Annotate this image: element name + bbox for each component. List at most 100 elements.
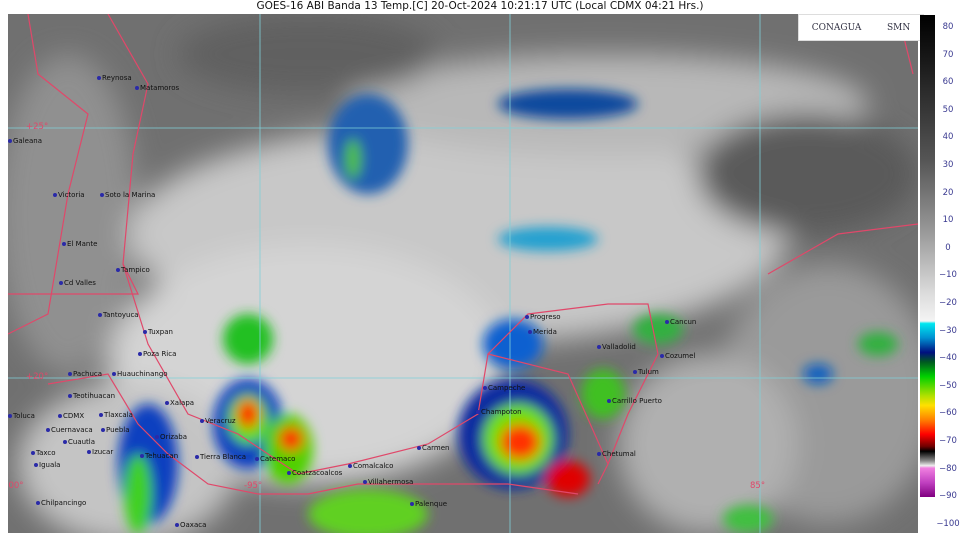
colorbar-tick: 30 bbox=[942, 160, 954, 170]
colorbar-tick: −40 bbox=[939, 353, 957, 364]
city-name: Champoton bbox=[481, 408, 522, 416]
city-label: El Mante bbox=[62, 240, 97, 248]
city-name: Soto la Marina bbox=[105, 191, 156, 199]
city-name: Campeche bbox=[488, 384, 526, 392]
city-label: CDMX bbox=[58, 412, 84, 420]
city-dot-icon bbox=[200, 419, 204, 423]
city-name: Reynosa bbox=[102, 74, 132, 82]
political-borders bbox=[8, 14, 918, 495]
city-dot-icon bbox=[135, 86, 139, 90]
city-label: Iguala bbox=[34, 461, 60, 469]
city-dot-icon bbox=[287, 471, 291, 475]
city-name: Huauchinango bbox=[117, 370, 168, 378]
city-label: Campeche bbox=[483, 384, 525, 392]
conagua-logo: CONAGUA bbox=[811, 22, 862, 33]
city-name: Cancun bbox=[670, 318, 697, 326]
city-label: Orizaba bbox=[155, 433, 187, 441]
city-name: El Mante bbox=[67, 240, 98, 248]
city-name: Izucar bbox=[92, 448, 114, 456]
city-dot-icon bbox=[36, 501, 40, 505]
cloud-imagery bbox=[8, 14, 918, 533]
city-name: Toluca bbox=[13, 412, 35, 420]
city-label: Tampico bbox=[116, 266, 150, 274]
satellite-map: +25° +20° -100° -95° 85° Reynosa Matamoro… bbox=[8, 14, 918, 533]
city-dot-icon bbox=[175, 523, 179, 527]
city-dot-icon bbox=[195, 455, 199, 459]
lon-label-95: -95° bbox=[244, 481, 263, 491]
colorbar-tick: −60 bbox=[939, 408, 957, 419]
city-name: Galeana bbox=[13, 137, 42, 145]
city-name: Tulum bbox=[638, 368, 659, 376]
colorbar-tick: −100 bbox=[936, 518, 960, 529]
city-label: Merida bbox=[528, 328, 557, 336]
logo-banner: CONAGUA SMN bbox=[798, 14, 924, 41]
city-label: Pachuca bbox=[68, 370, 102, 378]
city-label: Carrillo Puerto bbox=[607, 397, 662, 405]
city-dot-icon bbox=[597, 345, 601, 349]
city-label: Izucar bbox=[87, 448, 113, 456]
gray-cloud-field bbox=[8, 14, 918, 533]
city-name: Tehuacan bbox=[145, 452, 179, 460]
colorbar-tick: 10 bbox=[942, 215, 954, 226]
colorbar-tick: −30 bbox=[939, 325, 957, 336]
city-name: Palenque bbox=[415, 500, 448, 508]
city-name: Xalapa bbox=[170, 399, 195, 407]
city-name: Poza Rica bbox=[143, 350, 177, 358]
city-name: Villahermosa bbox=[368, 478, 414, 486]
city-dot-icon bbox=[597, 452, 601, 456]
city-dot-icon bbox=[483, 386, 487, 390]
city-dot-icon bbox=[101, 428, 105, 432]
city-name: CDMX bbox=[63, 412, 85, 420]
city-dot-icon bbox=[8, 414, 12, 418]
city-dot-icon bbox=[62, 242, 66, 246]
city-name: Orizaba bbox=[160, 433, 188, 441]
lat-label-20: +20° bbox=[26, 372, 49, 382]
city-dot-icon bbox=[34, 463, 38, 467]
city-name: Tantoyuca bbox=[103, 311, 139, 319]
city-name: Veracruz bbox=[205, 417, 236, 425]
city-label: Poza Rica bbox=[138, 350, 176, 358]
city-label: Tuxpan bbox=[143, 328, 173, 336]
temperature-colorbar bbox=[920, 15, 935, 497]
city-dot-icon bbox=[476, 410, 480, 414]
city-dot-icon bbox=[143, 330, 147, 334]
city-label: Matamoros bbox=[135, 84, 179, 92]
city-dot-icon bbox=[528, 330, 532, 334]
city-label: Cozumel bbox=[660, 352, 695, 360]
city-dot-icon bbox=[116, 268, 120, 272]
city-label: Toluca bbox=[8, 412, 35, 420]
city-name: Progreso bbox=[530, 313, 561, 321]
lat-lon-grid bbox=[8, 14, 918, 533]
city-name: Taxco bbox=[36, 449, 56, 457]
city-dot-icon bbox=[348, 464, 352, 468]
city-name: Catemaco bbox=[260, 455, 296, 463]
colorbar-tick: 0 bbox=[945, 242, 951, 253]
colorbar-tick: 20 bbox=[942, 187, 954, 198]
city-name: Victoria bbox=[58, 191, 85, 199]
city-name: Puebla bbox=[106, 426, 130, 434]
city-name: Carmen bbox=[422, 444, 450, 452]
city-dot-icon bbox=[8, 139, 12, 143]
city-label: Tlaxcala bbox=[99, 411, 133, 419]
city-dot-icon bbox=[410, 502, 414, 506]
colorbar-tick: −90 bbox=[939, 491, 957, 502]
city-name: Tierra Blanca bbox=[200, 453, 247, 461]
city-name: Comalcalco bbox=[353, 462, 394, 470]
city-label: Progreso bbox=[525, 313, 561, 321]
city-label: Tulum bbox=[633, 368, 659, 376]
city-label: Champoton bbox=[476, 408, 522, 416]
city-dot-icon bbox=[46, 428, 50, 432]
city-name: Valladolid bbox=[602, 343, 636, 351]
city-dot-icon bbox=[138, 352, 142, 356]
city-dot-icon bbox=[63, 440, 67, 444]
city-label: Cuernavaca bbox=[46, 426, 93, 434]
city-dot-icon bbox=[155, 435, 159, 439]
lon-label-100: -100° bbox=[8, 481, 24, 491]
colorbar-tick: 50 bbox=[942, 104, 954, 115]
city-label: Puebla bbox=[101, 426, 130, 434]
city-name: Iguala bbox=[39, 461, 61, 469]
colorbar-tick: 40 bbox=[942, 132, 954, 143]
city-label: Tantoyuca bbox=[98, 311, 139, 319]
city-dot-icon bbox=[660, 354, 664, 358]
city-label: Xalapa bbox=[165, 399, 194, 407]
